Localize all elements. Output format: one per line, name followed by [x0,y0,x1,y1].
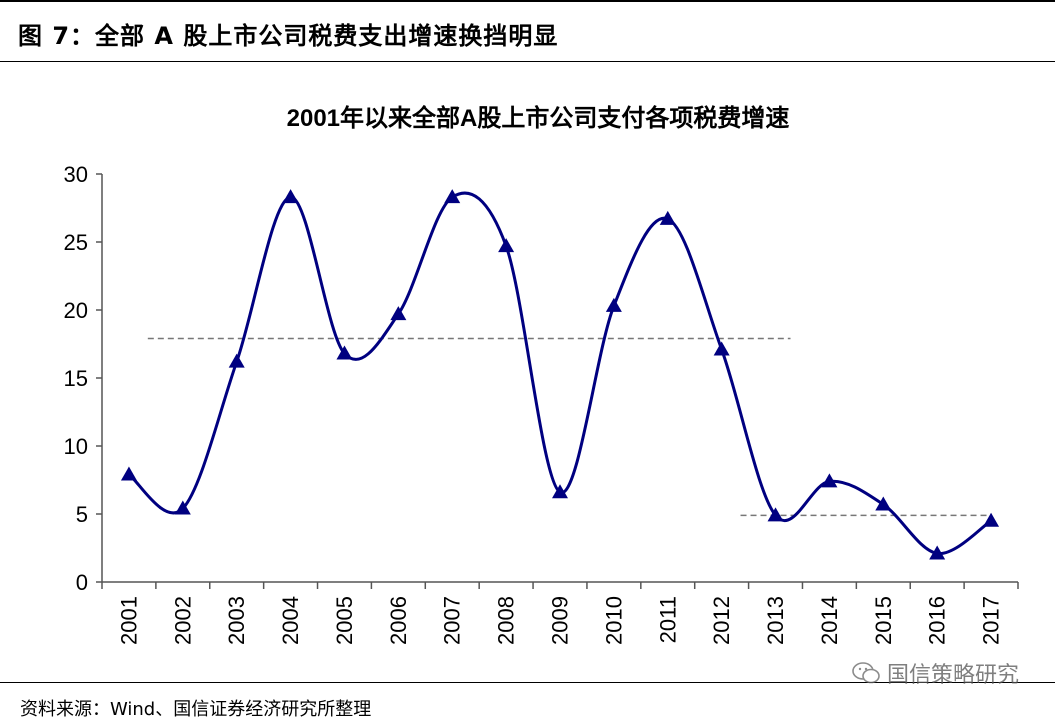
series-group [120,189,1000,560]
data-point [983,512,1000,527]
data-point [282,189,299,204]
y-tick-label: 10 [64,434,88,459]
data-point [875,496,892,511]
data-point [821,473,838,488]
data-point [767,507,784,522]
x-tick-label: 2004 [278,596,303,645]
y-tick-label: 15 [64,366,88,391]
figure-footer: 资料来源：Wind、国信证券经济研究所整理 国信策略研究 [0,662,1055,723]
x-tick-label: 2005 [332,596,357,645]
watermark: 国信策略研究 [851,657,1019,689]
y-tick-label: 5 [76,502,88,527]
data-point [120,466,137,481]
x-tick-label: 2008 [494,596,519,645]
data-point [498,238,515,253]
data-point [605,297,622,312]
y-tick-label: 25 [64,230,88,255]
data-point [336,345,353,360]
source-note: 资料来源：Wind、国信证券经济研究所整理 [20,699,372,720]
x-tick-label: 2009 [548,596,573,645]
x-tick-label: 2016 [925,596,950,645]
series-line [127,191,992,555]
x-tick-label: 2014 [817,596,842,645]
watermark-text: 国信策略研究 [886,663,1019,688]
x-tick-label: 2017 [979,596,1004,645]
y-tick-label: 20 [64,298,88,323]
x-tick-label: 2012 [709,596,734,645]
x-tick-label: 2003 [224,596,249,645]
chart-title: 2001年以来全部A股上市公司支付各项税费增速 [287,104,790,132]
figure-header: 图 7：全部 A 股上市公司税费支出增速换挡明显 [0,0,1055,62]
x-tick-label: 2015 [871,596,896,645]
chart-axes: 0 5 10 15 20 25 30 2001 2002 2003 2004 2005 2006 2007… [64,162,1019,645]
x-tick-label: 2013 [763,596,788,645]
x-tick-label: 2010 [601,596,626,645]
data-point [659,210,676,225]
x-tick-label: 2002 [170,596,195,645]
reference-lines [147,337,992,517]
data-point [444,189,461,204]
wechat-icon [852,662,880,684]
figure-label: 图 7：全部 A 股上市公司税费支出增速换挡明显 [18,22,559,50]
data-point [174,500,191,515]
data-point [552,484,568,499]
x-tick-label: 2007 [440,596,465,645]
data-point [390,306,407,321]
data-point [228,353,245,368]
data-point [929,545,946,560]
y-tick-label: 0 [76,570,88,595]
x-tick-label: 2011 [655,596,680,643]
x-tick-label: 2006 [386,596,411,645]
data-point [713,341,730,356]
x-tick-label: 2001 [116,596,141,645]
chart: 2001年以来全部A股上市公司支付各项税费增速 0 5 10 15 20 25 30 2001… [64,104,1019,645]
y-tick-label: 30 [64,162,88,187]
